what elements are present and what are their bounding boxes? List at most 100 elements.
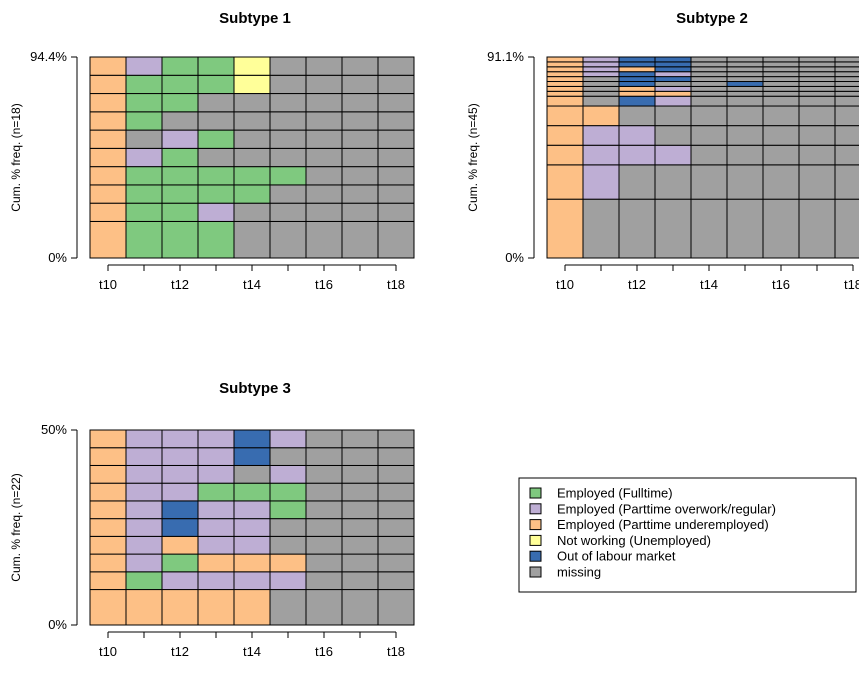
state-cell-EF [161,184,199,204]
state-cell-PR [161,571,199,591]
state-cell-PU [89,166,127,186]
state-cell-M [690,66,728,73]
state-cell-M [618,164,656,200]
state-cell-EF [197,482,235,502]
state-cell-PU [89,571,127,591]
state-cell-O [233,429,271,449]
legend: Employed (Fulltime)Employed (Parttime ov… [518,477,857,593]
panel-title: Subtype 2 [676,10,748,27]
state-cell-EF [233,184,271,204]
state-cell-EF [269,500,307,520]
state-cell-M [654,164,692,200]
state-cell-M [834,61,859,68]
state-cell-M [798,125,836,146]
state-cell-M [798,85,836,92]
state-cell-M [305,464,343,484]
state-cell-M [341,220,379,259]
y-tick-label: 94.4% [30,49,67,64]
state-cell-PU [89,74,127,95]
state-cell-M [341,93,379,113]
state-cell-M [762,56,800,63]
x-tick-label: t16 [315,277,333,292]
y-tick-label: 50% [41,422,67,437]
state-cell-PU [89,535,127,555]
state-cell-PR [197,518,235,537]
state-cell-PU [233,553,271,573]
sequence-row [546,90,859,97]
state-cell-M [233,220,271,259]
state-cell-M [834,85,859,92]
state-cell-M [690,56,728,63]
state-cell-PU [546,85,584,92]
state-cell-M [582,76,620,83]
state-cell-M [305,184,343,204]
y-axis-label: Cum. % freq. (n=45) [466,103,480,211]
state-cell-EF [125,166,163,186]
state-cell-M [834,81,859,87]
state-cell-M [690,76,728,83]
legend-label: Employed (Parttime overwork/regular) [557,501,776,516]
state-cell-M [834,198,859,259]
state-cell-PU [89,184,127,204]
sequence-row [546,56,859,63]
state-cell-PR [654,95,692,107]
state-cell-M [690,90,728,97]
state-cell-M [726,56,764,63]
state-cell-PU [89,553,127,573]
state-cell-PU [546,105,584,127]
state-cell-M [654,125,692,146]
state-cell-PU [546,90,584,97]
state-cell-PR [269,571,307,591]
state-cell-M [834,144,859,166]
state-cell-O [618,56,656,63]
state-cell-M [798,164,836,200]
state-cell-M [269,184,307,204]
sequence-row [546,95,859,107]
legend-label: Employed (Fulltime) [557,486,673,501]
state-cell-M [197,147,235,168]
state-cell-PR [125,500,163,520]
state-cell-PR [197,535,235,555]
state-cell-M [341,553,379,573]
state-cell-M [726,85,764,92]
state-cell-O [726,81,764,87]
state-cell-M [341,535,379,555]
state-cell-EF [125,93,163,113]
state-cell-M [341,147,379,168]
legend-swatch [529,534,542,546]
legend-swatch [529,550,542,562]
state-cell-M [762,90,800,97]
state-cell-EF [125,571,163,591]
state-cell-M [726,105,764,127]
sequence-row [89,429,415,449]
state-cell-M [798,71,836,78]
state-cell-PR [582,144,620,166]
state-cell-M [341,56,379,76]
state-cell-M [762,95,800,107]
state-cell-M [305,93,343,113]
state-cell-M [377,553,415,573]
state-cell-PU [546,71,584,78]
state-cell-M [690,198,728,259]
state-cell-M [197,111,235,131]
state-cell-U [233,56,271,76]
state-cell-PR [161,129,199,149]
state-cell-M [377,535,415,555]
state-cell-PR [125,56,163,76]
sequence-row [546,105,859,127]
state-cell-PR [197,500,235,520]
state-cell-EF [161,74,199,95]
state-cell-PU [89,589,127,626]
state-cell-M [233,93,271,113]
state-cell-M [690,125,728,146]
state-cell-M [305,571,343,591]
state-cell-M [726,198,764,259]
state-cell-M [341,500,379,520]
state-cell-PR [618,125,656,146]
state-cell-M [798,105,836,127]
state-cell-PU [89,111,127,131]
state-cell-PU [89,129,127,149]
state-cell-PR [197,202,235,222]
state-cell-PR [233,518,271,537]
state-cell-EF [125,202,163,222]
